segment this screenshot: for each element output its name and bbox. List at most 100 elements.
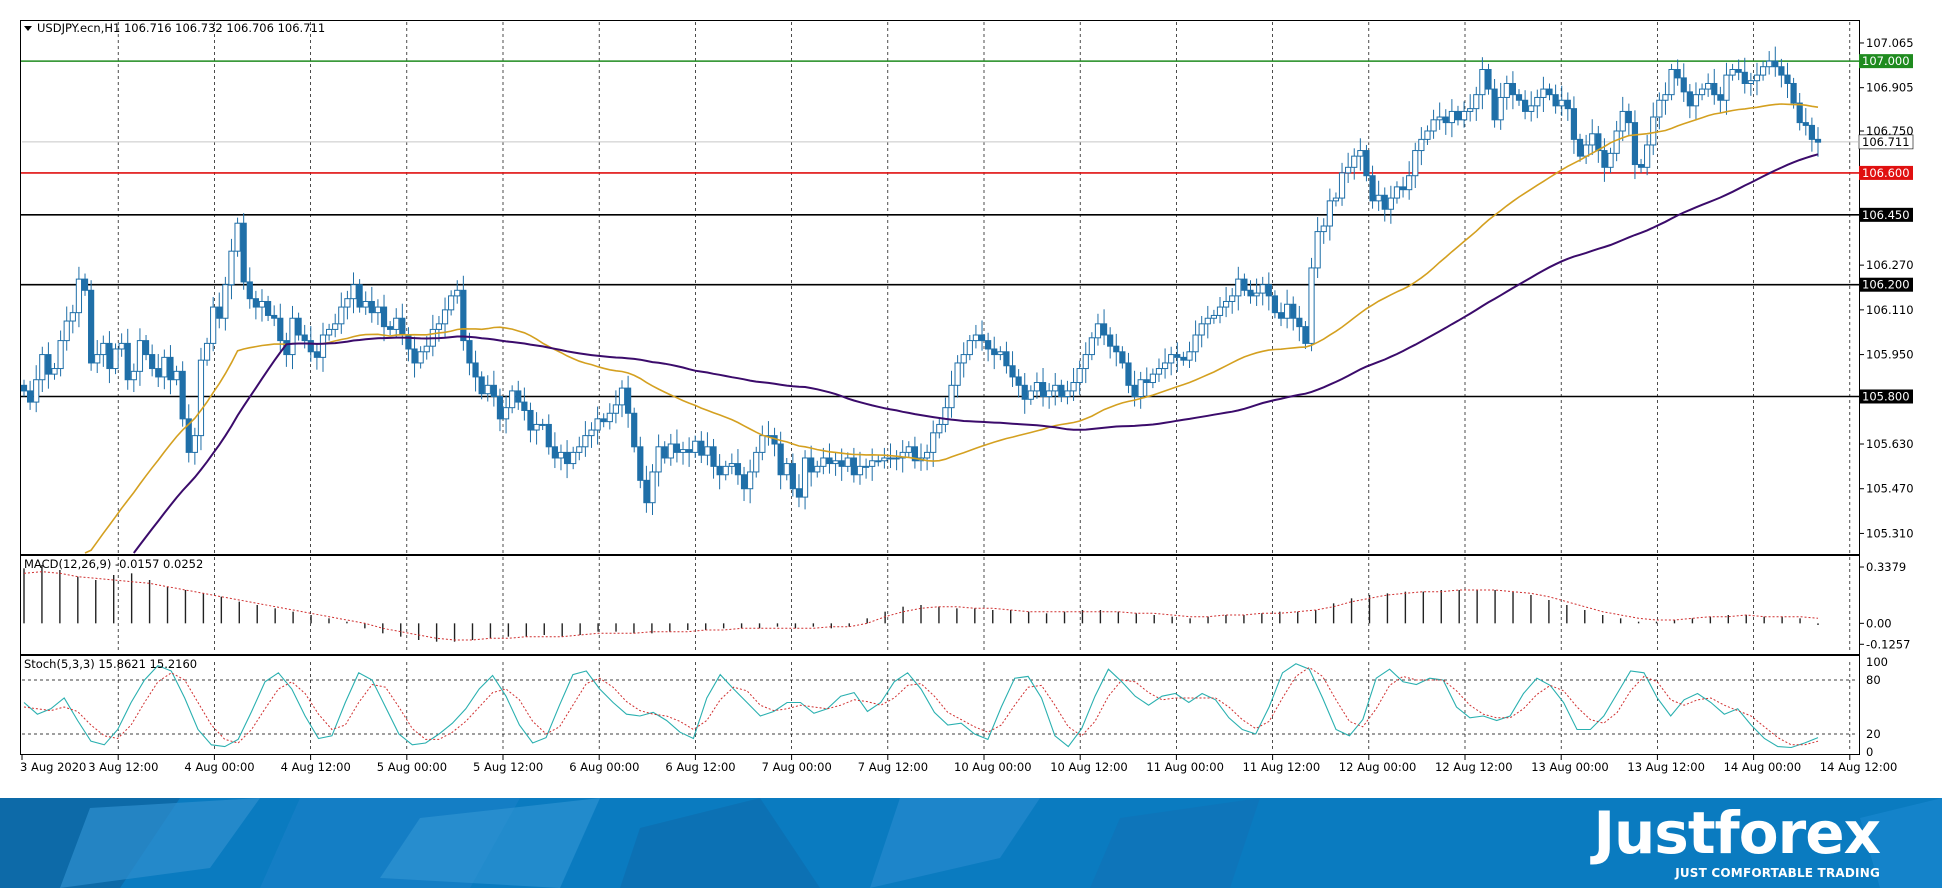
candle-bull [130,370,137,381]
candlestick-series [20,46,1822,515]
candle-bear [27,390,34,403]
candle-bull [94,354,101,364]
candle-bull [210,306,217,344]
candle-bear [1509,82,1516,96]
brand-banner [0,798,1942,888]
candle-bear [1631,122,1639,166]
level-label: 105.800 [1862,389,1910,403]
x-tick-label: 4 Aug 00:00 [184,760,254,774]
candle-bull [1259,284,1266,294]
candle-bull [557,451,565,459]
candle-bull [667,443,674,459]
candle-bull [448,295,455,311]
candle-bear [149,354,156,370]
stoch-tick-label: 0 [1866,745,1873,759]
candle-bull [1137,379,1144,397]
candle-bear [710,446,717,467]
price-panel[interactable] [20,20,1860,555]
candle-bull [502,407,510,420]
candle-bear [240,222,247,283]
y-tick-label: 105.310 [1866,526,1914,540]
candle-bull [655,446,662,473]
candle-bear [271,314,278,319]
candle-bull [844,457,851,467]
candle-bull [1094,323,1102,339]
candle-bear [1021,384,1028,400]
candle-bull [1284,303,1291,319]
candle-bear [1522,99,1529,112]
y-tick-label: 106.750 [1866,124,1914,138]
candle-bull [1320,225,1327,233]
stoch-main-line [23,663,1819,749]
candle-bear [643,479,650,504]
y-tick-label: 106.905 [1866,81,1914,95]
candle-bull [338,306,345,325]
candle-bear [1100,323,1108,336]
candle-bull [1497,96,1504,121]
macd-tick-label: 0.3379 [1866,560,1906,574]
candle-bull [1705,82,1712,90]
candle-bear [252,298,259,308]
candle-bear [1107,334,1114,347]
candle-bear [1131,384,1138,397]
candle-bull [753,451,760,473]
collapse-triangle-icon[interactable] [24,26,32,31]
x-tick-label: 13 Aug 12:00 [1627,760,1705,774]
candle-bull [814,465,821,473]
candle-bull [899,451,906,459]
candle-bull [820,457,827,467]
candle-bull [1692,94,1700,107]
candle-bear [527,409,534,431]
macd-tick-label: -0.1257 [1866,637,1910,651]
x-tick-label: 12 Aug 00:00 [1339,760,1417,774]
candle-bear [777,443,784,476]
candle-bull [1766,60,1773,68]
candle-bear [1808,124,1815,140]
candle-bull [539,423,546,426]
brand-logo[interactable]: Justforex [1593,799,1881,867]
candle-bear [515,390,522,403]
candle-bear [1778,66,1785,76]
stochastic-panel[interactable] [20,655,1860,755]
candle-bull [1607,152,1614,168]
candle-bear [277,317,284,342]
x-tick-label: 6 Aug 12:00 [665,760,735,774]
candle-bear [1637,164,1645,168]
level-label: 106.600 [1862,166,1910,180]
candle-bull [1064,390,1071,397]
trading-chart[interactable]: 107.000 106.600 106.450 106.200 105.800 106.7… [0,0,1942,798]
x-tick-label: 11 Aug 00:00 [1146,760,1224,774]
candle-bull [1070,382,1077,392]
candle-bear [356,284,363,308]
candle-bull [1619,110,1626,132]
candle-bull [972,334,980,342]
candle-bear [1814,138,1822,143]
candle-bull [441,309,449,325]
macd-panel[interactable] [20,555,1860,655]
candle-bear [661,446,668,459]
candle-bull [191,435,198,453]
candle-bull [228,250,235,286]
candle-bull [1223,300,1230,308]
candle-bull [1357,150,1364,157]
x-tick-label: 14 Aug 00:00 [1724,760,1802,774]
candle-bull [862,465,870,468]
candle-bull [1088,337,1095,356]
candle-bear [1369,175,1376,202]
candle-bull [588,429,595,437]
candle-bull [1460,110,1468,121]
candle-bear [1174,354,1181,358]
x-tick-label: 5 Aug 00:00 [377,760,447,774]
y-tick-label: 106.270 [1866,258,1914,272]
candle-bull [856,465,864,476]
candle-bull [1393,186,1401,199]
candle-bull [118,342,125,350]
x-tick-label: 10 Aug 00:00 [954,760,1032,774]
ma-slow-line [133,153,1819,554]
candle-bear [1039,382,1047,397]
candle-bull [1558,99,1565,107]
candle-bull [1589,133,1596,146]
candle-bear [1686,91,1693,107]
candle-bear [368,300,375,314]
candle-bull [1479,69,1486,96]
